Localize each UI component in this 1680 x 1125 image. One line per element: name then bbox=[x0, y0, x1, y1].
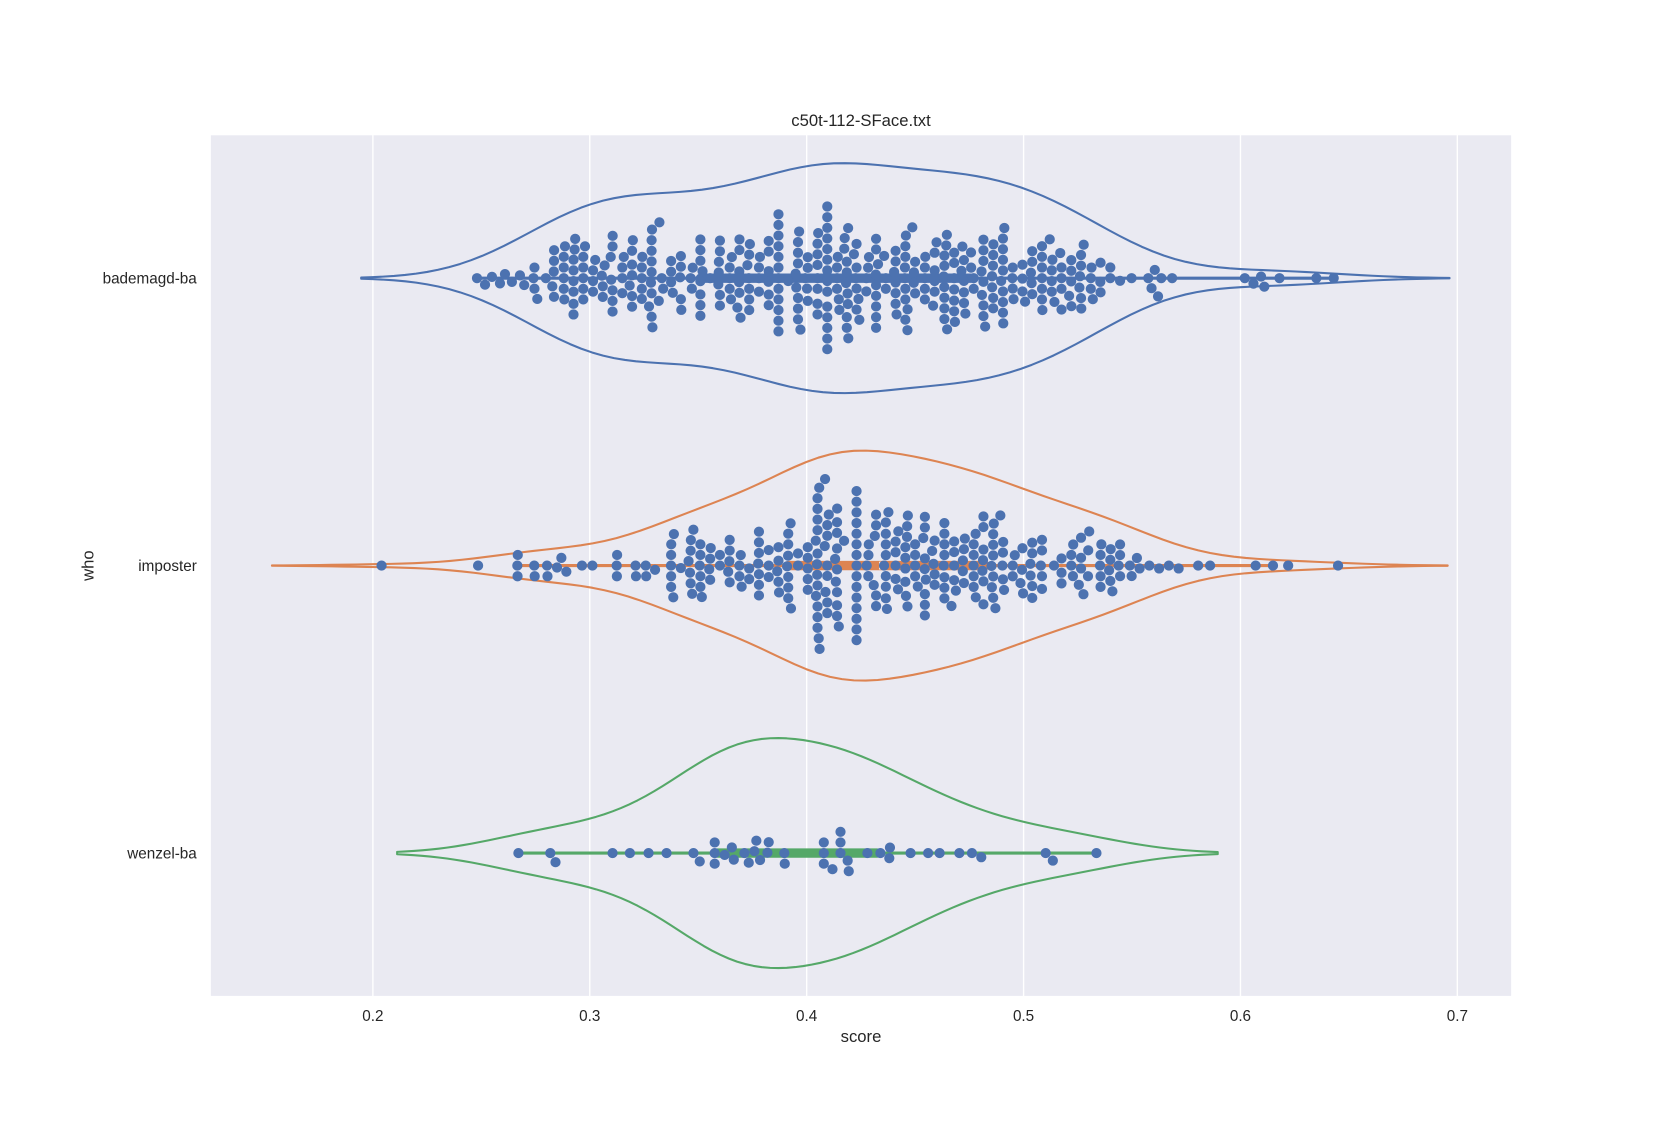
svg-text:0.7: 0.7 bbox=[1447, 1008, 1468, 1025]
svg-text:0.5: 0.5 bbox=[1013, 1008, 1034, 1025]
svg-text:0.6: 0.6 bbox=[1230, 1008, 1251, 1025]
svg-text:bademagd-ba: bademagd-ba bbox=[103, 271, 198, 288]
svg-text:wenzel-ba: wenzel-ba bbox=[126, 846, 197, 863]
svg-text:0.4: 0.4 bbox=[796, 1008, 818, 1025]
svg-text:who: who bbox=[79, 550, 98, 582]
svg-text:imposter: imposter bbox=[138, 558, 197, 575]
svg-text:0.2: 0.2 bbox=[362, 1008, 383, 1025]
svg-text:c50t-112-SFace.txt: c50t-112-SFace.txt bbox=[791, 111, 931, 130]
svg-text:score: score bbox=[841, 1027, 882, 1046]
svg-text:0.3: 0.3 bbox=[579, 1008, 600, 1025]
